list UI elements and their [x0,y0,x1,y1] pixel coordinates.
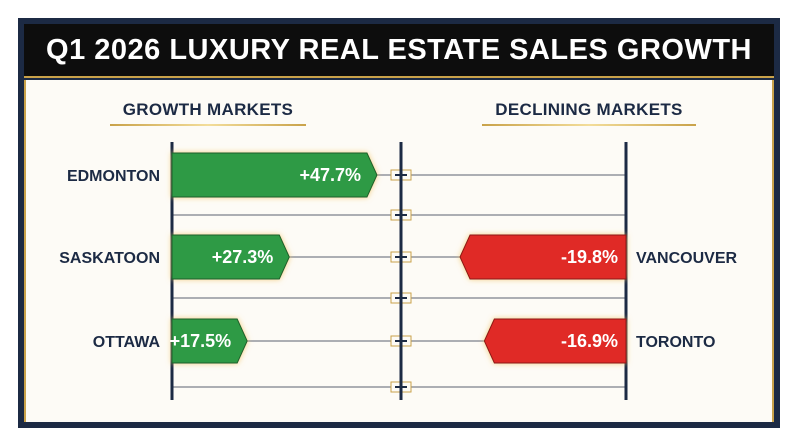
decline-value-label: -16.9% [561,331,618,351]
growth-markets-header: GROWTH MARKETS [110,100,306,126]
decline-bar [459,234,627,280]
chart-title: Q1 2026 LUXURY REAL ESTATE SALES GROWTH [46,33,752,66]
decline-bar [483,318,627,364]
growth-value-label: +47.7% [299,165,361,185]
declining-markets-label: DECLINING MARKETS [495,100,683,119]
growth-bar [171,234,290,280]
growth-bar [171,152,378,198]
chart-frame: Q1 2026 LUXURY REAL ESTATE SALES GROWTH [18,18,780,428]
growth-markets-label: GROWTH MARKETS [122,100,294,119]
decline-city-label: TORONTO [636,334,715,351]
growth-city-label: OTTAWA [93,334,161,351]
declining-header-rule [482,124,696,126]
bars [171,152,627,364]
labels: +47.7% EDMONTON +27.3% SASKATOON +17.5% OTTAW… [59,165,737,351]
growth-value-label: +27.3% [212,247,274,267]
growth-header-rule [110,124,306,126]
decline-city-label: VANCOUVER [636,250,737,267]
chart-panel [24,80,774,422]
growth-city-label: EDMONTON [67,168,160,185]
growth-value-label: +17.5% [170,331,232,351]
growth-bar [171,318,248,364]
decline-value-label: -19.8% [561,247,618,267]
title-bar: Q1 2026 LUXURY REAL ESTATE SALES GROWTH [24,24,774,78]
growth-city-label: SASKATOON [59,250,160,267]
declining-markets-header: DECLINING MARKETS [482,100,696,126]
